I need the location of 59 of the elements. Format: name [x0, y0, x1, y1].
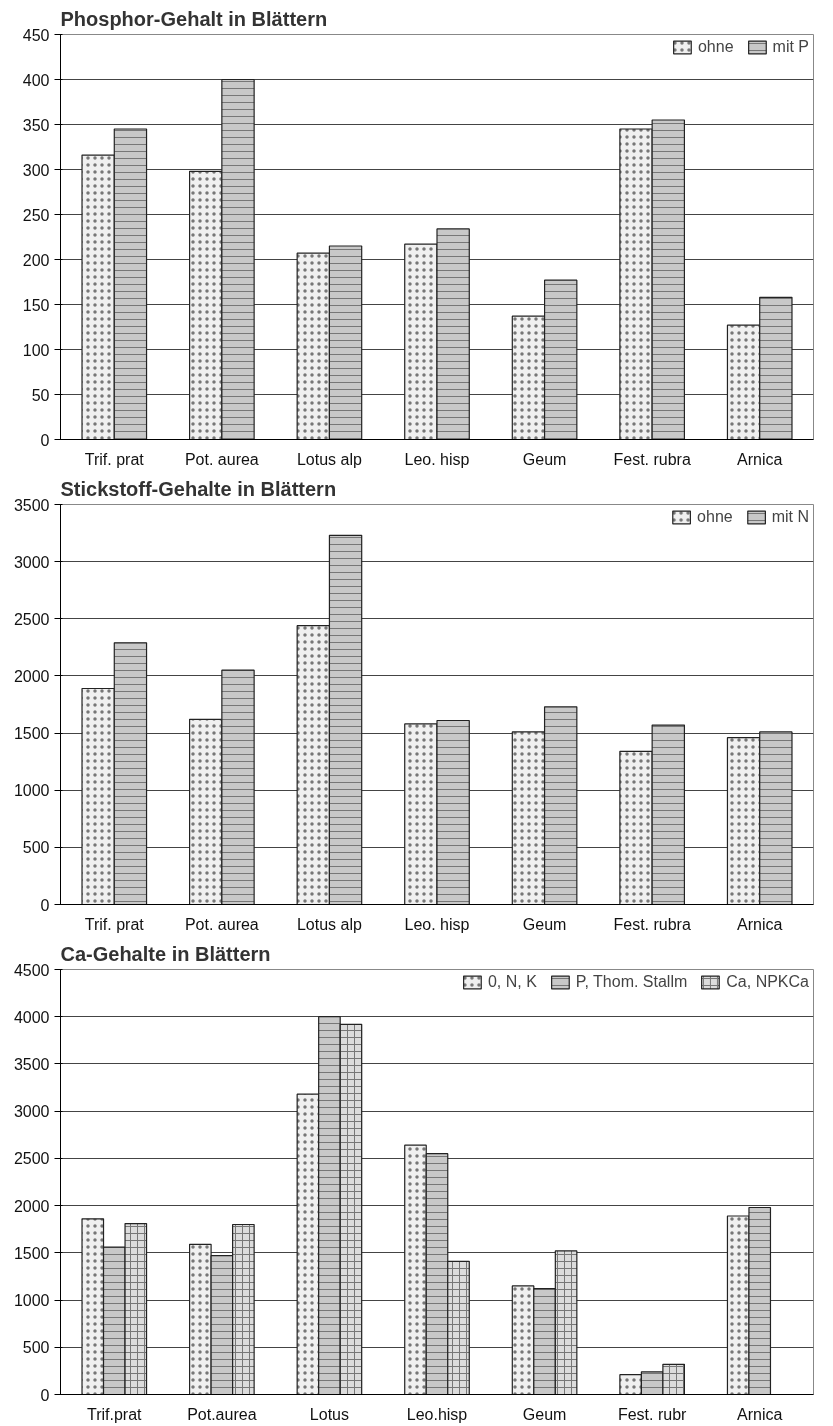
y-tick-label: 3500 [13, 496, 50, 514]
x-tick-label: Pot.aurea [187, 1405, 257, 1423]
y-tick-label: 0 [40, 896, 50, 914]
legend-label: ohne [697, 508, 733, 526]
x-tick-label: Arnica [737, 450, 783, 468]
y-tick-label: 2500 [13, 1150, 50, 1168]
y-tick-label: 200 [22, 251, 50, 269]
y-tick-label: 450 [22, 26, 50, 44]
y-tick-label: 500 [22, 1339, 50, 1357]
x-tick-label: Lotus [309, 1405, 349, 1423]
x-tick-label: Fest. rubra [613, 450, 691, 468]
x-tick-label: Lotus alp [296, 915, 362, 933]
y-tick-label: 3500 [13, 1055, 50, 1073]
x-tick-label: Leo. hisp [404, 915, 470, 933]
x-tick-label: Trif. prat [84, 915, 145, 933]
x-tick-label: Pot. aurea [184, 450, 259, 468]
x-tick-label: Leo.hisp [406, 1405, 468, 1423]
legend-label: ohne [697, 38, 734, 56]
y-tick-label: 0 [40, 1386, 50, 1404]
x-tick-label: Geum [522, 1405, 567, 1423]
y-tick-label: 4500 [13, 961, 50, 979]
legend-label: mit P [772, 38, 809, 56]
legend-label: mit N [771, 508, 809, 526]
x-tick-label: Trif.prat [87, 1405, 143, 1423]
y-tick-label: 4000 [13, 1008, 50, 1026]
legend-label: Ca, NPKCa [726, 973, 809, 991]
y-tick-label: 300 [22, 161, 50, 179]
y-tick-label: 1500 [13, 725, 50, 743]
y-tick-label: 0 [40, 431, 50, 449]
y-tick-label: 1500 [13, 1244, 50, 1262]
x-tick-label: Geum [522, 450, 567, 468]
x-tick-label: Geum [522, 915, 567, 933]
y-tick-label: 400 [22, 71, 50, 89]
y-tick-label: 350 [22, 116, 50, 134]
y-tick-label: 3000 [13, 1103, 50, 1121]
x-tick-label: Arnica [737, 1405, 783, 1423]
chart-title: Ca-Gehalte in Blättern [60, 942, 271, 965]
y-tick-label: 2000 [13, 1197, 50, 1215]
y-tick-label: 2500 [13, 610, 50, 628]
y-tick-label: 500 [22, 839, 50, 857]
legend-label: P, Thom. Stallm [575, 973, 688, 991]
y-tick-label: 1000 [13, 782, 50, 800]
x-tick-label: Trif. prat [84, 450, 145, 468]
x-tick-label: Arnica [737, 915, 783, 933]
y-tick-label: 2000 [13, 667, 50, 685]
x-tick-label: Leo. hisp [404, 450, 470, 468]
x-tick-label: Lotus alp [296, 450, 362, 468]
x-tick-label: Fest. rubr [617, 1405, 688, 1423]
legend-label: 0, N, K [487, 973, 537, 991]
y-tick-label: 50 [31, 386, 50, 404]
x-tick-label: Fest. rubra [613, 915, 691, 933]
y-tick-label: 250 [22, 206, 50, 224]
chart-title: Stickstoff-Gehalte in Blättern [60, 477, 337, 500]
y-tick-label: 100 [22, 341, 50, 359]
chart-title: Phosphor-Gehalt in Blättern [60, 7, 328, 30]
y-tick-label: 3000 [13, 553, 50, 571]
y-tick-label: 1000 [13, 1292, 50, 1310]
x-tick-label: Pot. aurea [184, 915, 259, 933]
y-tick-label: 150 [22, 296, 50, 314]
